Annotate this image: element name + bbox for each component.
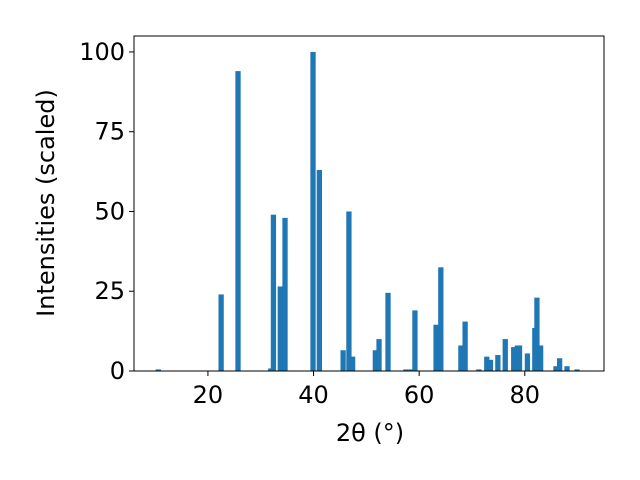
plot-frame: [133, 35, 605, 372]
bar: [412, 310, 418, 371]
bar: [235, 71, 241, 371]
y-tick-label: 100: [79, 38, 125, 66]
x-axis-ticks: 20 40 60 80: [193, 371, 540, 409]
bar: [476, 369, 482, 371]
y-axis-ticks: 0 25 50 75 100: [79, 38, 134, 385]
bar: [574, 369, 580, 371]
y-tick-label: 25: [94, 277, 125, 305]
bar: [524, 353, 531, 371]
bar: [340, 350, 346, 371]
bar: [495, 355, 501, 371]
y-axis-label: Intensities (scaled): [32, 89, 60, 317]
bar: [155, 369, 161, 371]
bar: [403, 369, 409, 371]
bar: [316, 170, 322, 371]
bars-group: [155, 51, 580, 371]
x-tick-label: 80: [510, 381, 541, 409]
bar: [282, 217, 288, 371]
bar: [502, 339, 508, 371]
bar: [346, 211, 352, 371]
bar: [349, 356, 356, 371]
bar: [534, 297, 540, 371]
bar: [218, 294, 224, 371]
y-tick-label: 0: [110, 357, 125, 385]
x-axis-label: 2θ (°): [336, 419, 404, 447]
bar: [277, 286, 283, 371]
x-tick-label: 20: [193, 381, 224, 409]
x-tick-label: 40: [298, 381, 329, 409]
bar: [385, 292, 391, 371]
bar: [553, 366, 559, 371]
bar: [484, 356, 490, 371]
bar: [270, 214, 277, 371]
bar: [376, 339, 382, 371]
bar: [462, 321, 468, 371]
bar: [310, 51, 316, 371]
x-tick-label: 60: [404, 381, 435, 409]
bar: [408, 369, 414, 371]
bar: [458, 345, 464, 371]
bar: [433, 324, 439, 371]
bar: [537, 345, 544, 371]
bar: [564, 366, 570, 371]
bar: [268, 368, 274, 371]
bar: [511, 347, 517, 371]
bar: [557, 358, 563, 371]
y-tick-label: 50: [94, 197, 125, 225]
bar: [438, 267, 444, 371]
bar: [487, 359, 494, 371]
bar: [516, 345, 523, 371]
bar: [372, 350, 378, 371]
y-tick-label: 75: [94, 118, 125, 146]
